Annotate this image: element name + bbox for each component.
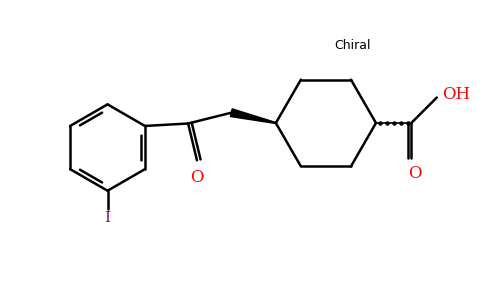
Polygon shape (230, 109, 276, 124)
Text: O: O (190, 169, 204, 186)
Text: Chiral: Chiral (334, 40, 371, 52)
Text: O: O (408, 165, 422, 182)
Text: OH: OH (442, 86, 470, 103)
Text: I: I (105, 211, 110, 225)
